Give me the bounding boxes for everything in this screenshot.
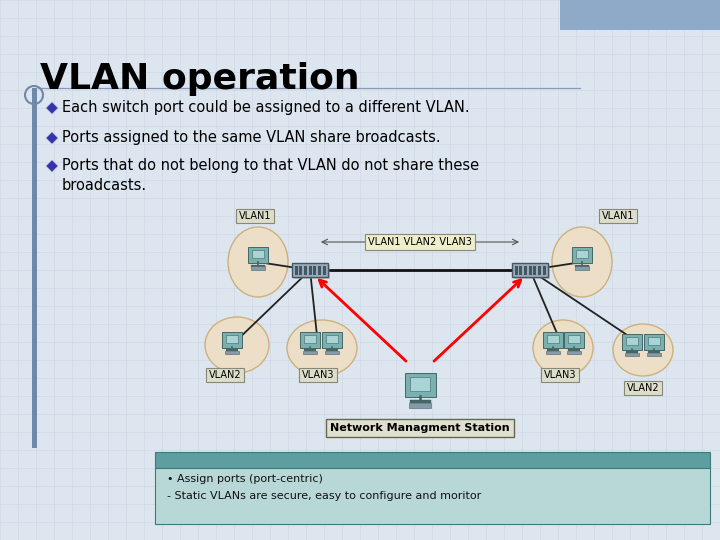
FancyBboxPatch shape: [32, 88, 37, 448]
Text: Ports that do not belong to that VLAN do not share these: Ports that do not belong to that VLAN do…: [62, 158, 479, 173]
FancyBboxPatch shape: [322, 333, 342, 348]
FancyBboxPatch shape: [323, 266, 325, 274]
FancyBboxPatch shape: [303, 351, 317, 354]
FancyBboxPatch shape: [326, 335, 338, 343]
FancyBboxPatch shape: [308, 266, 312, 274]
Polygon shape: [46, 102, 58, 114]
FancyBboxPatch shape: [575, 249, 588, 259]
FancyBboxPatch shape: [318, 266, 321, 274]
Text: VLAN1: VLAN1: [602, 211, 634, 221]
FancyBboxPatch shape: [567, 351, 581, 354]
FancyBboxPatch shape: [300, 333, 320, 348]
FancyBboxPatch shape: [251, 249, 264, 259]
FancyBboxPatch shape: [547, 335, 559, 343]
FancyBboxPatch shape: [542, 266, 546, 274]
Polygon shape: [46, 132, 58, 144]
Ellipse shape: [613, 324, 673, 376]
FancyBboxPatch shape: [325, 351, 339, 354]
FancyBboxPatch shape: [155, 468, 710, 524]
FancyBboxPatch shape: [292, 263, 328, 277]
Ellipse shape: [552, 227, 612, 297]
Polygon shape: [46, 160, 58, 172]
Text: Each switch port could be assigned to a different VLAN.: Each switch port could be assigned to a …: [62, 100, 469, 115]
Text: VLAN3: VLAN3: [302, 370, 334, 380]
Text: - Static VLANs are secure, easy to configure and moritor: - Static VLANs are secure, easy to confi…: [167, 491, 481, 501]
Text: VLAN2: VLAN2: [626, 383, 660, 393]
FancyBboxPatch shape: [528, 266, 531, 274]
FancyBboxPatch shape: [524, 266, 527, 274]
FancyBboxPatch shape: [251, 266, 266, 270]
FancyBboxPatch shape: [304, 266, 307, 274]
FancyBboxPatch shape: [575, 266, 590, 270]
Text: broadcasts.: broadcasts.: [62, 178, 147, 193]
Ellipse shape: [228, 227, 288, 297]
FancyBboxPatch shape: [644, 334, 664, 349]
FancyBboxPatch shape: [225, 351, 239, 354]
FancyBboxPatch shape: [514, 265, 550, 279]
FancyBboxPatch shape: [543, 333, 563, 348]
FancyBboxPatch shape: [538, 266, 541, 274]
FancyBboxPatch shape: [515, 266, 518, 274]
FancyBboxPatch shape: [625, 353, 639, 356]
FancyBboxPatch shape: [248, 247, 269, 263]
FancyBboxPatch shape: [572, 247, 593, 263]
FancyBboxPatch shape: [155, 452, 710, 468]
Text: Ports assigned to the same VLAN share broadcasts.: Ports assigned to the same VLAN share br…: [62, 130, 441, 145]
FancyBboxPatch shape: [626, 337, 638, 345]
FancyBboxPatch shape: [512, 263, 548, 277]
Ellipse shape: [287, 320, 357, 376]
FancyBboxPatch shape: [294, 265, 330, 279]
Text: VLAN1 VLAN2 VLAN3: VLAN1 VLAN2 VLAN3: [368, 237, 472, 247]
Text: VLAN1: VLAN1: [239, 211, 271, 221]
FancyBboxPatch shape: [313, 266, 316, 274]
FancyBboxPatch shape: [647, 353, 661, 356]
FancyBboxPatch shape: [226, 335, 238, 343]
Ellipse shape: [533, 320, 593, 376]
Text: Network Managment Station: Network Managment Station: [330, 423, 510, 433]
Text: VLAN operation: VLAN operation: [40, 62, 359, 96]
FancyBboxPatch shape: [546, 351, 560, 354]
FancyBboxPatch shape: [300, 266, 302, 274]
FancyBboxPatch shape: [534, 266, 536, 274]
FancyBboxPatch shape: [409, 402, 431, 408]
FancyBboxPatch shape: [410, 377, 430, 391]
Text: VLAN2: VLAN2: [209, 370, 241, 380]
FancyBboxPatch shape: [519, 266, 522, 274]
Text: • Assign ports (port-centric): • Assign ports (port-centric): [167, 474, 323, 484]
Ellipse shape: [205, 317, 269, 373]
FancyBboxPatch shape: [294, 266, 297, 274]
FancyBboxPatch shape: [560, 0, 720, 30]
FancyBboxPatch shape: [648, 337, 660, 345]
Text: VLAN3: VLAN3: [544, 370, 576, 380]
FancyBboxPatch shape: [622, 334, 642, 349]
FancyBboxPatch shape: [304, 335, 316, 343]
FancyBboxPatch shape: [568, 335, 580, 343]
FancyBboxPatch shape: [405, 373, 436, 397]
FancyBboxPatch shape: [222, 333, 242, 348]
FancyBboxPatch shape: [564, 333, 584, 348]
